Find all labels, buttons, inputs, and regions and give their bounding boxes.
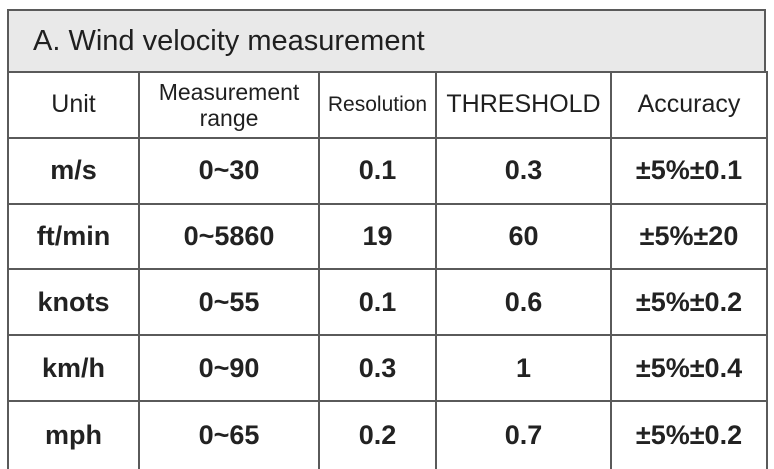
cell-threshold: 1 — [435, 334, 612, 403]
cell-threshold: 0.7 — [435, 400, 612, 469]
cell-accuracy: ±5%±0.2 — [610, 268, 768, 337]
cell-accuracy: ±5%±0.2 — [610, 400, 768, 469]
wind-velocity-table: Unit Measurement range Resolution THRESH… — [7, 71, 768, 469]
cell-unit: mph — [7, 400, 140, 469]
cell-resolution: 0.2 — [318, 400, 437, 469]
cell-resolution: 19 — [318, 202, 437, 271]
table-row: ft/min 0~5860 19 60 ±5%±20 — [7, 202, 768, 271]
cell-threshold: 60 — [435, 202, 612, 271]
cell-resolution: 0.1 — [318, 268, 437, 337]
cell-unit: knots — [7, 268, 140, 337]
cell-accuracy: ±5%±0.4 — [610, 334, 768, 403]
header-resolution: Resolution — [318, 71, 437, 139]
cell-range: 0~5860 — [138, 202, 320, 271]
header-threshold: THRESHOLD — [435, 71, 612, 139]
cell-range: 0~90 — [138, 334, 320, 403]
cell-unit: km/h — [7, 334, 140, 403]
cell-range: 0~65 — [138, 400, 320, 469]
section-header: A. Wind velocity measurement — [7, 9, 766, 71]
cell-range: 0~30 — [138, 136, 320, 205]
header-accuracy: Accuracy — [610, 71, 768, 139]
section-title: A. Wind velocity measurement — [33, 25, 425, 57]
cell-resolution: 0.1 — [318, 136, 437, 205]
cell-accuracy: ±5%±20 — [610, 202, 768, 271]
header-measurement-range: Measurement range — [138, 71, 320, 139]
cell-resolution: 0.3 — [318, 334, 437, 403]
table-row: knots 0~55 0.1 0.6 ±5%±0.2 — [7, 268, 768, 337]
cell-threshold: 0.6 — [435, 268, 612, 337]
table-header-row: Unit Measurement range Resolution THRESH… — [7, 71, 768, 139]
cell-accuracy: ±5%±0.1 — [610, 136, 768, 205]
cell-range: 0~55 — [138, 268, 320, 337]
table-row: km/h 0~90 0.3 1 ±5%±0.4 — [7, 334, 768, 403]
table-row: m/s 0~30 0.1 0.3 ±5%±0.1 — [7, 136, 768, 205]
table-row: mph 0~65 0.2 0.7 ±5%±0.2 — [7, 400, 768, 469]
cell-unit: ft/min — [7, 202, 140, 271]
cell-unit: m/s — [7, 136, 140, 205]
cell-threshold: 0.3 — [435, 136, 612, 205]
header-unit: Unit — [7, 71, 140, 139]
